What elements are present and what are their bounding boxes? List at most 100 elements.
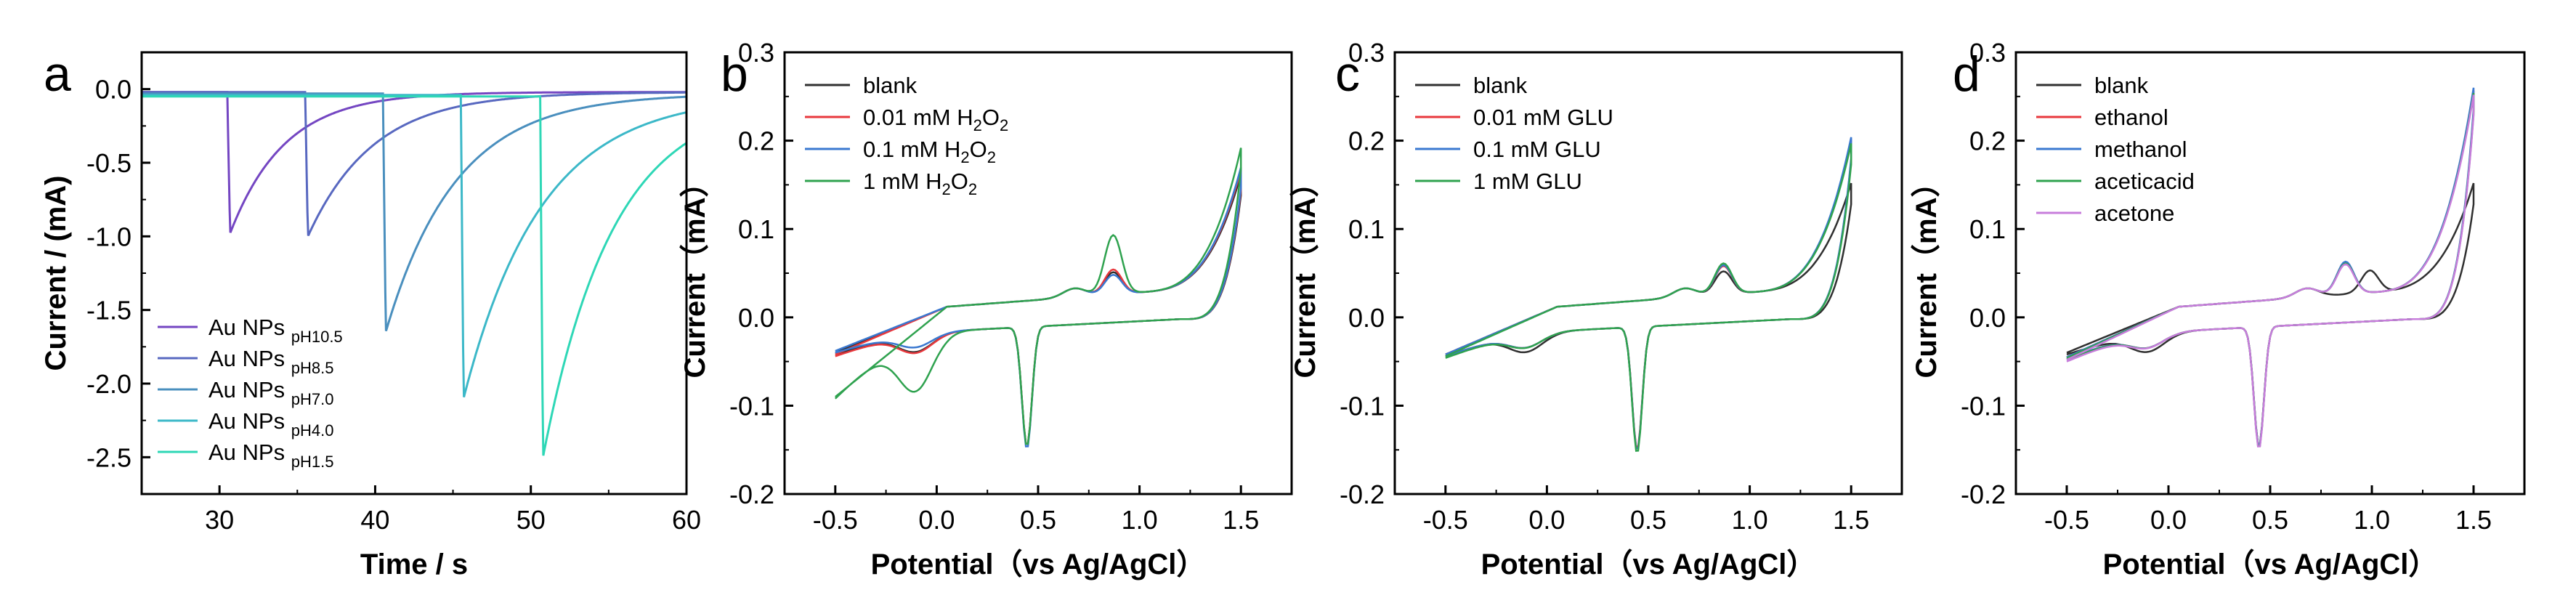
legend-subscript: 2 <box>987 148 996 166</box>
legend-label: Au NPs <box>208 315 291 340</box>
panel-label: a <box>44 46 71 102</box>
series-line-pH4.0 <box>142 94 686 397</box>
panel-a: a 30 40 50 60 0.0 -0.5 -1.0 -1.5 -2.0 -2.5 Time / s… <box>40 46 701 580</box>
legend-label: Au NPs <box>208 377 291 402</box>
y-tick-label: 0.1 <box>1969 214 2006 244</box>
legend-entry: 1 mM GLU <box>1473 169 1582 194</box>
legend-subscript: pH8.5 <box>291 359 334 377</box>
legend: Au NPs pH10.5Au NPs pH8.5Au NPs pH7.0Au … <box>158 315 343 471</box>
series-line-1 <box>835 169 1242 445</box>
legend-entry: blank <box>863 73 918 98</box>
y-tick-label: 0.0 <box>95 75 131 105</box>
legend-entry: ethanol <box>2094 105 2168 130</box>
panel-c: c -0.5 0.0 0.5 1.0 1.5 -0.2 -0.1 0.0 0.1 0.2 0.3 Pot… <box>1289 38 1903 580</box>
legend-subscript: 2 <box>973 116 982 134</box>
y-tick-label: 0.3 <box>1348 38 1385 68</box>
series-line-3 <box>1445 143 1852 452</box>
legend-label-cont: O <box>951 169 968 194</box>
panel-label: d <box>1953 46 1980 102</box>
legend: blank ethanol methanol aceticacid acetone <box>2036 73 2195 226</box>
legend-subscript: 2 <box>1000 116 1008 134</box>
legend-subscript: pH1.5 <box>291 453 334 471</box>
legend-subscript: pH7.0 <box>291 390 334 408</box>
legend-label: 1 mM H <box>863 169 942 194</box>
legend-entry: Au NPs pH8.5 <box>208 346 333 377</box>
x-tick-label: -0.5 <box>813 505 858 535</box>
axes-frame <box>1393 51 1903 495</box>
y-tick-label: -0.1 <box>729 391 774 421</box>
panel-label: c <box>1335 46 1360 102</box>
y-axis-label: Current（mA） <box>679 169 711 379</box>
panel-d: d -0.5 0.0 0.5 1.0 1.5 -0.2 -0.1 0.0 0.1 0.2 0.3 Pot… <box>1911 38 2526 580</box>
axes-frame <box>2014 51 2526 495</box>
y-tick-label: 0.0 <box>738 303 774 333</box>
legend: blank 0.01 mM GLU 0.1 mM GLU 1 mM GLU <box>1415 73 1613 194</box>
x-tick-label: 1.0 <box>2354 505 2390 535</box>
series-line-0 <box>835 174 1242 445</box>
legend-entry: 1 mM H2O2 <box>863 169 977 198</box>
y-axis-label: Current（mA） <box>1289 169 1321 379</box>
x-tick-label: 1.5 <box>1223 505 1259 535</box>
axes-frame <box>783 51 1293 495</box>
legend-entry: Au NPs pH1.5 <box>208 440 333 471</box>
panel-label: b <box>721 46 748 102</box>
x-tick-label: 0.0 <box>2150 505 2187 535</box>
y-tick-label: 0.2 <box>1969 126 2006 156</box>
series-line-pH10.5 <box>142 91 686 233</box>
y-tick-label: 0.2 <box>1348 126 1385 156</box>
legend-entry: acetone <box>2094 201 2174 226</box>
panel-b: b -0.5 0.0 0.5 1.0 1.5 -0.2 -0.1 0.0 0.1 0.2 0.3 Pot… <box>679 38 1293 580</box>
legend-entry: 0.1 mM H2O2 <box>863 137 996 166</box>
x-tick-label: 30 <box>205 505 234 535</box>
y-tick-label: -0.5 <box>86 148 131 178</box>
legend-subscript: 2 <box>960 148 969 166</box>
x-tick-label: 1.5 <box>2455 505 2492 535</box>
y-tick-label: -0.2 <box>1340 480 1385 509</box>
legend-entry: aceticacid <box>2094 169 2195 194</box>
series-line-pH8.5 <box>142 91 686 237</box>
series-line-4 <box>2066 94 2475 448</box>
x-axis-label: Potential（vs Ag/AgCl） <box>871 549 1206 580</box>
plot-area <box>142 91 686 456</box>
legend-label: 1 mM GLU <box>1473 169 1582 194</box>
y-tick-label: 0.1 <box>1348 214 1385 244</box>
legend-label: Au NPs <box>208 346 291 371</box>
legend-subscript: 2 <box>942 180 951 198</box>
x-tick-label: 0.5 <box>2252 505 2288 535</box>
series-line-3 <box>834 147 1242 445</box>
y-tick-label: 0.3 <box>1969 38 2006 68</box>
legend-label: ethanol <box>2094 105 2168 130</box>
plot-area <box>834 147 1242 448</box>
x-axis-label: Potential（vs Ag/AgCl） <box>2103 549 2438 580</box>
x-tick-label: 1.0 <box>1732 505 1768 535</box>
legend-entry: Au NPs pH4.0 <box>208 408 333 440</box>
legend-label: blank <box>863 73 918 98</box>
x-axis-label: Potential（vs Ag/AgCl） <box>1481 549 1816 580</box>
legend-label: 0.1 mM H <box>863 137 960 162</box>
legend-entry: 0.01 mM GLU <box>1473 105 1613 130</box>
y-tick-label: -1.0 <box>86 222 131 251</box>
series-line-2 <box>835 166 1242 448</box>
plot-area <box>1445 137 1852 452</box>
legend-label: 0.01 mM H <box>863 105 973 130</box>
x-tick-label: 1.0 <box>1122 505 1158 535</box>
legend-label-cont: O <box>982 105 1000 130</box>
y-tick-label: 0.3 <box>738 38 774 68</box>
x-tick-label: 0.5 <box>1630 505 1666 535</box>
y-tick-label: -1.5 <box>86 296 131 325</box>
y-tick-label: -2.0 <box>86 369 131 399</box>
legend-label: methanol <box>2094 137 2187 162</box>
legend-label: blank <box>1473 73 1528 98</box>
legend-entry: Au NPs pH7.0 <box>208 377 333 408</box>
y-tick-label: 0.0 <box>1348 303 1385 333</box>
x-tick-label: 1.5 <box>1833 505 1869 535</box>
y-tick-label: 0.2 <box>738 126 774 156</box>
legend-entry: Au NPs pH10.5 <box>208 315 343 346</box>
series-line-0 <box>1445 182 1852 450</box>
x-tick-label: 0.0 <box>918 505 955 535</box>
legend-entry: methanol <box>2094 137 2187 162</box>
y-tick-label: 0.1 <box>738 214 774 244</box>
legend-entry: 0.01 mM H2O2 <box>863 105 1008 134</box>
